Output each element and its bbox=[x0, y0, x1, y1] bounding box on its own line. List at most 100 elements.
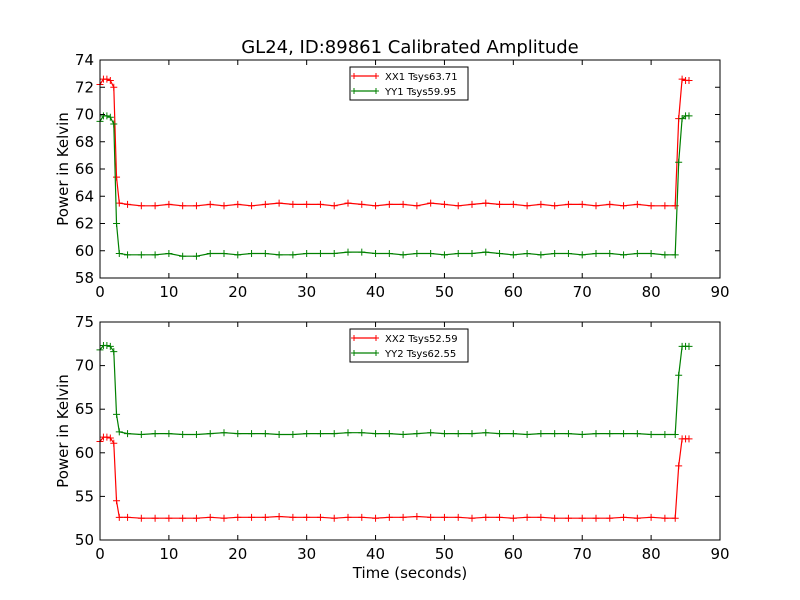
data-point bbox=[685, 435, 693, 443]
data-point bbox=[124, 251, 132, 259]
data-point bbox=[647, 430, 655, 438]
legend-box bbox=[349, 66, 469, 101]
x-tick-label: 40 bbox=[366, 545, 385, 563]
data-point bbox=[275, 512, 283, 520]
data-point bbox=[509, 430, 517, 438]
data-point bbox=[385, 513, 393, 521]
data-point bbox=[151, 514, 159, 522]
data-point bbox=[303, 430, 311, 438]
data-point bbox=[137, 514, 145, 522]
x-tick-label: 80 bbox=[642, 545, 661, 563]
data-point bbox=[468, 249, 476, 257]
data-point bbox=[106, 76, 114, 84]
data-point bbox=[372, 430, 380, 438]
data-point bbox=[385, 430, 393, 438]
data-point bbox=[115, 513, 123, 521]
data-point bbox=[103, 75, 111, 83]
data-point bbox=[165, 249, 173, 257]
y-tick-label: 60 bbox=[75, 242, 94, 260]
data-point bbox=[606, 200, 614, 208]
data-point bbox=[115, 199, 123, 207]
data-point bbox=[220, 429, 228, 437]
data-point bbox=[261, 513, 269, 521]
data-point bbox=[468, 200, 476, 208]
x-tick-label: 40 bbox=[366, 283, 385, 301]
data-point bbox=[564, 514, 572, 522]
data-point bbox=[537, 513, 545, 521]
data-point bbox=[647, 202, 655, 210]
series-line-2 bbox=[99, 115, 689, 257]
data-point bbox=[509, 514, 517, 522]
chart-panel-2: 0 10 20 30 40 50 60 70 80 90 50 55 60 65 70 75 Power in … bbox=[54, 313, 730, 563]
data-point bbox=[124, 513, 132, 521]
data-point bbox=[234, 251, 242, 259]
data-point bbox=[106, 434, 114, 442]
data-point bbox=[509, 251, 517, 259]
data-point bbox=[509, 200, 517, 208]
data-point bbox=[592, 202, 600, 210]
data-point bbox=[385, 249, 393, 257]
data-point bbox=[289, 251, 297, 259]
data-point bbox=[633, 200, 641, 208]
data-point bbox=[523, 430, 531, 438]
data-point bbox=[482, 248, 490, 256]
data-point bbox=[248, 513, 256, 521]
data-point bbox=[496, 200, 504, 208]
series-line-1 bbox=[99, 78, 689, 207]
data-point bbox=[537, 200, 545, 208]
data-point bbox=[358, 248, 366, 256]
data-point bbox=[620, 251, 628, 259]
data-point bbox=[192, 430, 200, 438]
data-point bbox=[316, 430, 324, 438]
data-point bbox=[110, 348, 118, 356]
data-point bbox=[275, 430, 283, 438]
data-point bbox=[564, 430, 572, 438]
data-point bbox=[413, 430, 421, 438]
data-point bbox=[399, 430, 407, 438]
data-point bbox=[303, 249, 311, 257]
data-point bbox=[454, 249, 462, 257]
data-point bbox=[675, 462, 683, 470]
data-point bbox=[592, 514, 600, 522]
data-point bbox=[137, 251, 145, 259]
data-point bbox=[113, 220, 121, 227]
data-point bbox=[165, 430, 173, 438]
data-point bbox=[248, 430, 256, 438]
data-point bbox=[248, 202, 256, 210]
data-point bbox=[110, 83, 118, 91]
y-tick-label: 66 bbox=[75, 160, 94, 178]
x-tick-label: 0 bbox=[95, 283, 105, 301]
data-point bbox=[661, 251, 669, 259]
data-point bbox=[578, 200, 586, 208]
data-point bbox=[537, 430, 545, 438]
data-point bbox=[248, 249, 256, 257]
data-point bbox=[372, 202, 380, 210]
data-point bbox=[454, 202, 462, 210]
data-point bbox=[551, 430, 559, 438]
y-tick-label: 55 bbox=[75, 487, 94, 505]
y-tick-label: 70 bbox=[75, 357, 94, 375]
data-point bbox=[151, 430, 159, 438]
data-point bbox=[192, 202, 200, 210]
data-point bbox=[115, 428, 123, 436]
data-point bbox=[316, 513, 324, 521]
data-point bbox=[551, 202, 559, 210]
data-point bbox=[427, 513, 435, 521]
x-tick-label: 60 bbox=[504, 545, 523, 563]
data-point bbox=[647, 249, 655, 257]
data-point bbox=[661, 514, 669, 522]
x-tick-label: 10 bbox=[159, 283, 178, 301]
data-point bbox=[151, 251, 159, 259]
data-point bbox=[206, 200, 214, 208]
x-tick-label: 70 bbox=[573, 545, 592, 563]
data-point bbox=[206, 430, 214, 438]
data-point bbox=[358, 200, 366, 208]
data-point bbox=[671, 430, 679, 438]
data-point bbox=[330, 202, 338, 210]
data-point bbox=[261, 200, 269, 208]
legend-box bbox=[349, 328, 469, 363]
data-point bbox=[192, 514, 200, 522]
data-point bbox=[671, 251, 679, 259]
data-point bbox=[685, 76, 693, 84]
